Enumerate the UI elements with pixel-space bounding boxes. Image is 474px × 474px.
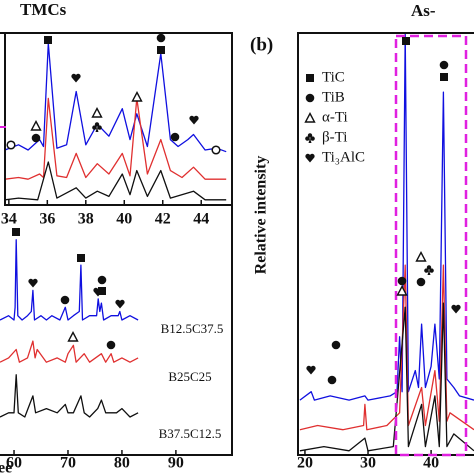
x-tick-label: 30 xyxy=(360,455,376,472)
trace xyxy=(299,33,474,401)
plot-area xyxy=(299,33,474,452)
highlight-box xyxy=(394,34,468,457)
axes-frame xyxy=(4,32,233,206)
plot-area xyxy=(5,42,227,201)
axes-frame xyxy=(297,32,474,456)
x-tick-label: 90 xyxy=(168,455,184,472)
trace xyxy=(299,264,474,431)
legend-label: TiC xyxy=(322,69,345,85)
legend-label: β-Ti xyxy=(322,129,347,145)
trace xyxy=(5,97,227,180)
series-label: B12.5C37.5 xyxy=(161,321,224,336)
panel: 34 36 38 40 42 44 xyxy=(1,32,233,228)
left-title: TMCs xyxy=(20,0,67,19)
x-tick-label: 60 xyxy=(6,455,22,472)
trace xyxy=(5,42,227,153)
trace xyxy=(0,374,139,418)
plot-area xyxy=(0,239,139,418)
x-tick-label: 44 xyxy=(193,211,209,228)
trace xyxy=(299,302,474,452)
x-axis-label: ee xyxy=(0,460,12,474)
trace xyxy=(5,161,227,201)
legend-label: TiB xyxy=(322,89,345,105)
y-axis-label: Relative intensity xyxy=(253,156,270,275)
x-tick-label: 80 xyxy=(114,455,130,472)
trace xyxy=(0,239,139,321)
x-tick-label: 38 xyxy=(78,211,94,228)
x-tick-label: 42 xyxy=(155,211,171,228)
x-tick-label: 70 xyxy=(60,455,76,472)
trace xyxy=(0,340,139,363)
series-label: B37.5C12.5 xyxy=(159,426,222,441)
legend-label: Ti₃AlC xyxy=(322,149,365,165)
panel-label: (b) xyxy=(250,34,273,55)
plot-layers: B12.5C37.5 B25C25 B37.5C12.5 60 70 80 90 34 36 38… xyxy=(0,32,474,472)
right-title: As- xyxy=(411,1,436,20)
x-tick-label: 34 xyxy=(1,211,17,228)
panel: 20 30 40 TiC TiB α-Ti β-Ti Ti₃AlC xyxy=(297,32,474,472)
x-tick-label: 40 xyxy=(116,211,132,228)
series-label: B25C25 xyxy=(168,369,211,384)
x-tick-label: 36 xyxy=(39,211,55,228)
x-tick-label: 40 xyxy=(423,455,439,472)
legend-label: α-Ti xyxy=(322,109,348,125)
x-tick-label: 20 xyxy=(297,455,313,472)
